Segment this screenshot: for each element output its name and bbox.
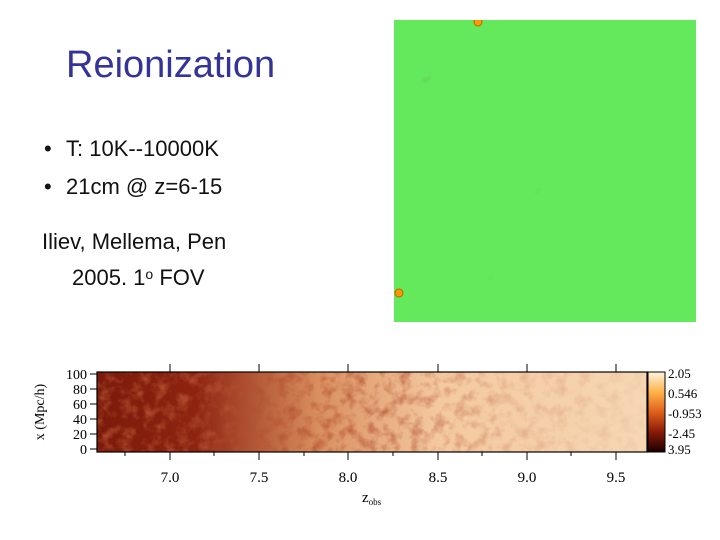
ionizing-source-marker — [394, 288, 404, 298]
bullet-dot-icon: • — [44, 174, 52, 199]
bullet-item: • 21cm @ z=6-15 — [44, 172, 222, 210]
x-axis-ticks — [124, 364, 617, 460]
neutral-region-texture — [97, 372, 647, 452]
y-tick-label: 0 — [80, 443, 87, 458]
y-tick-label: 20 — [73, 428, 87, 443]
ionizing-source-marker — [473, 20, 483, 27]
x-axis-label-subscript: obs — [369, 497, 382, 507]
y-tick-label: 60 — [73, 398, 87, 413]
bullet-dot-icon: • — [44, 136, 52, 161]
colorbar-label: -2.45 — [668, 426, 695, 441]
colorbar-label: -0.953 — [668, 406, 702, 421]
bullet-text: T: 10K--10000K — [66, 136, 219, 161]
colorbar-label: 3.95 — [668, 442, 691, 457]
lightcone-plot: 100 80 60 40 20 0 x (Mpc/h) 7.0 7.5 8.0 … — [0, 350, 720, 540]
x-axis-label: zobs — [362, 490, 382, 507]
colorbar-label: 2.05 — [668, 366, 691, 381]
x-tick-label: 9.0 — [518, 470, 537, 486]
colorbar — [647, 371, 666, 453]
lightcone-svg: 100 80 60 40 20 0 x (Mpc/h) 7.0 7.5 8.0 … — [33, 364, 702, 507]
colorbar-labels: 2.05 0.546 -0.953 -2.45 3.95 — [668, 366, 702, 457]
simulation-image — [394, 20, 696, 322]
x-tick-label: 8.5 — [429, 470, 448, 486]
credit-fov: FOV — [153, 265, 205, 290]
credit-line-1: Iliev, Mellema, Pen — [42, 229, 227, 254]
y-tick-label: 80 — [73, 383, 87, 398]
colorbar-label: 0.546 — [668, 386, 698, 401]
y-axis-label: x (Mpc/h) — [33, 383, 48, 440]
plot-frame — [96, 371, 648, 453]
credit-year: 2005. 1 — [72, 265, 146, 290]
bullet-text: 21cm @ z=6-15 — [66, 174, 223, 199]
simulation-field-svg — [394, 20, 696, 322]
x-tick-label: 8.0 — [339, 470, 358, 486]
y-tick-labels: 100 80 60 40 20 0 — [66, 368, 87, 458]
y-axis-ticks — [90, 373, 97, 450]
y-tick-label: 100 — [66, 368, 87, 383]
x-axis-label-main: z — [362, 490, 369, 506]
bullet-list: • T: 10K--10000K • 21cm @ z=6-15 — [44, 134, 222, 210]
credit-superscript: o — [145, 266, 154, 282]
y-tick-label: 40 — [73, 413, 87, 428]
x-tick-label: 7.5 — [250, 470, 269, 486]
bullet-item: • T: 10K--10000K — [44, 134, 222, 172]
credit-text: Iliev, Mellema, Pen 2005. 1o FOV — [42, 225, 226, 294]
slide-title: Reionization — [66, 44, 276, 86]
credit-line-2: 2005. 1o FOV — [42, 258, 226, 294]
x-tick-label: 7.0 — [161, 470, 180, 486]
x-tick-labels: 7.0 7.5 8.0 8.5 9.0 9.5 — [161, 470, 626, 486]
cosmic-web-texture — [394, 20, 696, 322]
x-tick-label: 9.5 — [607, 470, 626, 486]
